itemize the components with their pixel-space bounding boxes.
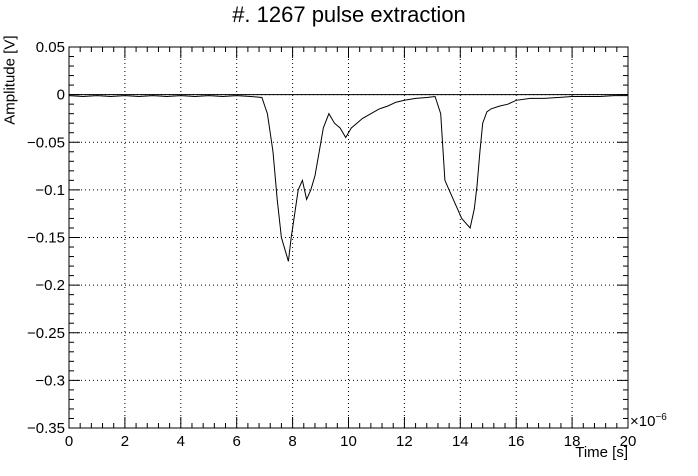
x-axis-exponent: ×10−6	[630, 412, 667, 430]
waveform-series-line	[68, 95, 628, 262]
y-tick-label: −0.3	[35, 372, 65, 389]
y-tick-label: 0.05	[36, 39, 65, 56]
y-tick-label: −0.25	[27, 325, 65, 342]
x-tick-label: 10	[340, 433, 357, 450]
x-tick-label: 18	[564, 433, 581, 450]
chart-title: #. 1267 pulse extraction	[232, 2, 466, 27]
x-tick-label: 0	[65, 433, 73, 450]
x-tick-label: 20	[620, 433, 637, 450]
x-tick-label: 16	[508, 433, 525, 450]
y-tick-label: −0.05	[27, 134, 65, 151]
x-exponent-power: −6	[655, 412, 667, 423]
x-tick-label: 12	[396, 433, 413, 450]
x-tick-label: 6	[233, 433, 241, 450]
x-tick-label: 4	[177, 433, 185, 450]
y-tick-label: −0.35	[27, 420, 65, 437]
x-tick-label: 14	[452, 433, 469, 450]
x-tick-label: 8	[288, 433, 296, 450]
x-exponent-base: ×10	[630, 413, 656, 430]
y-tick-label: 0	[57, 87, 65, 104]
y-tick-label: −0.15	[27, 230, 65, 247]
y-tick-label: −0.2	[35, 277, 65, 294]
x-tick-label: 2	[121, 433, 129, 450]
y-tick-label: −0.1	[35, 182, 65, 199]
plot-frame	[68, 46, 629, 429]
x-axis-label: Time [s]	[575, 444, 628, 461]
